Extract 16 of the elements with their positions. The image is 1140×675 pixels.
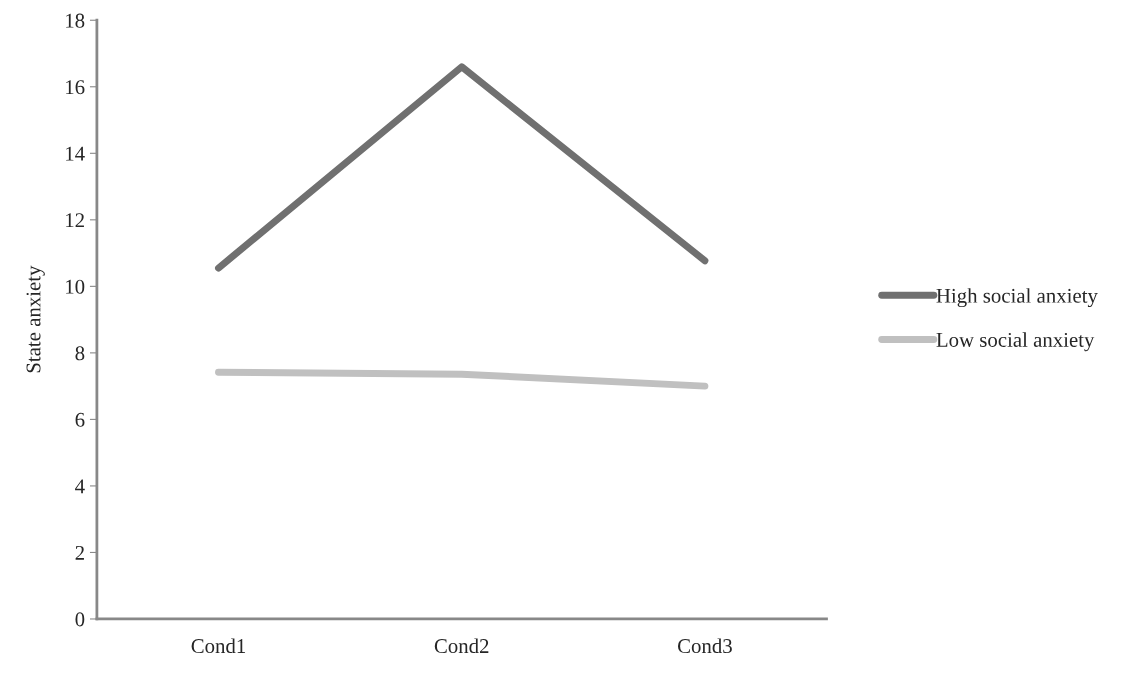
y-axis-title: State anxiety (26, 265, 45, 373)
y-tick-label: 6 (75, 412, 85, 427)
legend-label: Low social anxiety (936, 332, 1095, 352)
x-tick-label: Cond2 (434, 638, 489, 654)
y-tick-label: 10 (66, 279, 85, 294)
y-tick-label: 12 (66, 213, 84, 228)
y-tick-label: 2 (75, 545, 84, 560)
x-tick-label: Cond3 (677, 638, 732, 654)
legend-label: High social anxiety (936, 288, 1098, 308)
y-tick-label: 16 (66, 80, 85, 95)
y-tick-label: 14 (66, 146, 85, 161)
y-tick-label: 18 (66, 13, 85, 28)
y-tick-label: 8 (75, 346, 85, 361)
x-tick-label: Cond1 (191, 638, 246, 654)
y-tick-label: 0 (75, 612, 85, 627)
y-tick-label: 4 (75, 479, 85, 494)
